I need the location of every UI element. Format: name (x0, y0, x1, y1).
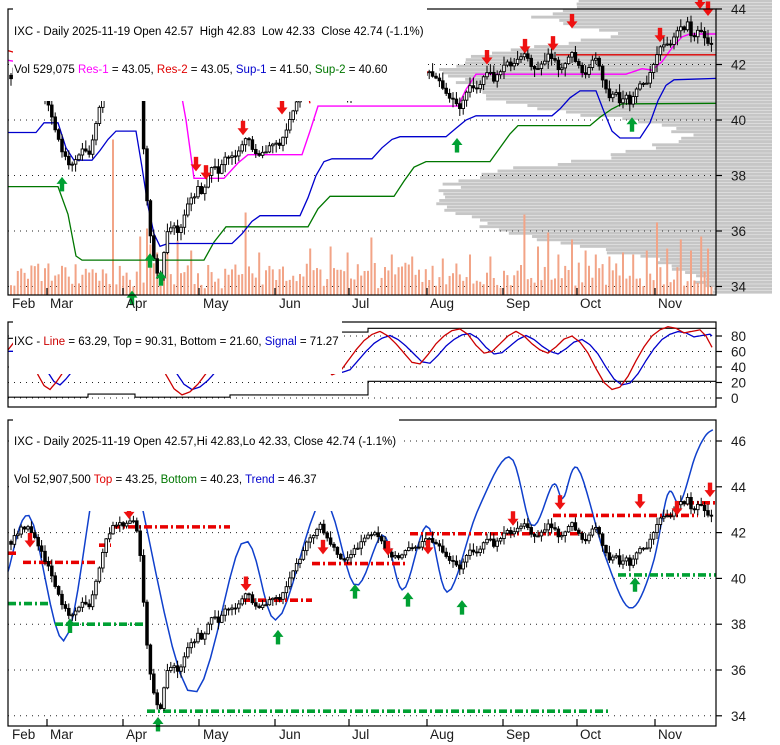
bottom-candles (9, 492, 714, 712)
y-axis-label: 60 (731, 345, 746, 360)
x-axis-month-label: Nov (658, 296, 682, 311)
title-segment: Sup-1 (235, 63, 267, 76)
x-axis-month-label: Oct (580, 296, 601, 311)
x-axis-month-label: May (203, 296, 229, 311)
x-axis-month-label: Mar (50, 727, 74, 742)
x-axis-month-label: Apr (126, 296, 148, 311)
bottom-panel-subtitle: Vol 52,907,500 Top = 43.25, Bottom = 40.… (14, 474, 396, 487)
osc-gridlines (8, 335, 716, 399)
title-segment: = 40.23, (197, 473, 246, 486)
y-axis-label: 36 (731, 663, 746, 678)
volume-profile (436, 0, 772, 294)
bottom-levels (8, 573, 716, 714)
title-segment: Trend (245, 473, 275, 486)
y-axis-label: 42 (731, 526, 746, 541)
title-segment: Res-2 (156, 63, 188, 76)
top-panel-subtitle: Vol 529,075 Res-1 = 43.05, Res-2 = 43.05… (14, 64, 424, 77)
y-axis-label: 38 (731, 617, 746, 632)
sup1-line (8, 77, 717, 248)
title-segment: Bottom (160, 473, 197, 486)
sup2-line (8, 102, 717, 261)
bottom-red-arrows (24, 482, 716, 591)
x-axis-month-label: Nov (658, 727, 682, 742)
bottom-y-axis: 46 44 42 40 38 36 34 (716, 434, 747, 724)
y-axis-label: 0 (731, 391, 739, 406)
title-segment: Vol 52,907,500 (14, 473, 94, 486)
bottom-panel-title: IXC - Daily 2025-11-19 Open 42.57,Hi 42.… (14, 436, 397, 448)
title-segment: = 71.27 (296, 336, 339, 348)
top-panel-title-block: IXC - Daily 2025-11-19 Open 42.57 High 4… (13, 1, 427, 101)
x-axis-month-label: Feb (12, 296, 35, 311)
osc-frame (7, 321, 717, 408)
title-segment: Line (43, 336, 66, 348)
y-axis-label: 20 (731, 376, 746, 391)
y-axis-label: 44 (731, 480, 747, 495)
y-axis-label: 46 (731, 434, 746, 449)
x-axis-month-label: Feb (12, 727, 35, 742)
y-axis-label: 44 (731, 2, 747, 17)
x-axis-month-label: Sep (506, 727, 530, 742)
top-panel-title: IXC - Daily 2025-11-19 Open 42.57 High 4… (14, 26, 424, 38)
title-segment: = 43.05, (108, 63, 157, 76)
title-segment: Res-1 (77, 63, 109, 76)
bottom-x-axis: Feb Mar Apr May Jun Jul Aug Sep Oct Nov (12, 719, 682, 742)
top-green-arrows (56, 117, 638, 306)
title-segment: = 40.60 (345, 63, 388, 76)
title-segment: = 41.50, (266, 63, 315, 76)
x-axis-month-label: Aug (430, 296, 454, 311)
x-axis-month-label: Jun (279, 296, 301, 311)
title-segment: Signal (264, 336, 297, 348)
title-segment: Sup-2 (314, 63, 346, 76)
y-axis-label: 34 (731, 709, 747, 724)
title-segment: = 63.29, Top = 90.31, Bottom = 21.60, (65, 336, 265, 348)
y-axis-label: 38 (731, 169, 746, 184)
y-axis-label: 42 (731, 58, 746, 73)
y-axis-label: 40 (731, 360, 746, 375)
x-axis-month-label: Aug (430, 727, 454, 742)
x-axis-month-label: Oct (580, 727, 601, 742)
osc-bottom-line (8, 380, 716, 398)
x-axis-month-label: May (203, 727, 229, 742)
mid-panel-title: IXC - Line = 63.29, Top = 90.31, Bottom … (14, 336, 339, 349)
x-axis-month-label: Apr (126, 727, 148, 742)
title-segment: Vol 529,075 (14, 63, 78, 76)
x-axis-month-label: Mar (50, 296, 74, 311)
y-axis-label: 36 (731, 224, 746, 239)
title-segment: Top (93, 473, 113, 486)
x-axis-month-label: Sep (506, 296, 530, 311)
mid-panel-title-block: IXC - Line = 63.29, Top = 90.31, Bottom … (13, 311, 342, 374)
bottom-green-arrows (64, 577, 641, 732)
title-segment: = 43.25, (112, 473, 161, 486)
volume-bars (10, 139, 713, 295)
title-segment: = 43.05, (187, 63, 236, 76)
bottom-panel-title-block: IXC - Daily 2025-11-19 Open 42.57,Hi 42.… (13, 411, 400, 511)
y-axis-label: 40 (731, 571, 746, 586)
x-axis-month-label: Jul (352, 296, 369, 311)
x-axis-month-label: Jul (352, 727, 369, 742)
y-axis-label: 34 (731, 280, 747, 295)
title-segment: IXC - (14, 336, 44, 348)
title-segment: = 46.37 (274, 473, 317, 486)
top-y-axis: 44 42 40 38 36 34 (716, 2, 747, 295)
y-axis-label: 40 (731, 113, 746, 128)
y-axis-label: 80 (731, 329, 746, 344)
top-x-axis: Feb Mar Apr May Jun Jul Aug Sep Oct Nov (12, 288, 682, 311)
x-axis-month-label: Jun (279, 727, 301, 742)
